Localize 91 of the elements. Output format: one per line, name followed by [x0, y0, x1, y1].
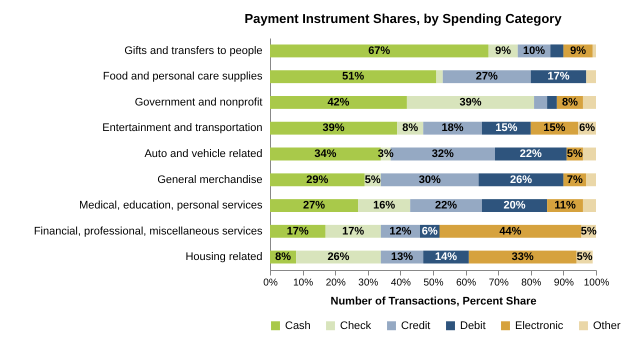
bar [586, 173, 596, 186]
data-label: 14% [435, 251, 458, 264]
data-label: 10% [523, 44, 546, 57]
bar [582, 148, 596, 160]
x-tick-label: 70% [488, 278, 509, 288]
data-label: 67% [368, 44, 390, 57]
data-label: 26% [510, 174, 532, 186]
bar [442, 70, 531, 84]
data-label: 17% [342, 225, 364, 238]
data-label: 32% [432, 148, 454, 160]
data-label: 22% [520, 148, 542, 160]
chart-title: Payment Instrument Shares, by Spending Category [244, 11, 562, 26]
x-tick-label: 80% [521, 278, 542, 288]
data-label: 29% [306, 174, 328, 186]
data-label: 16% [373, 200, 396, 212]
y-tick-label: Government and nonprofit [134, 96, 262, 108]
x-tick-label: 60% [456, 278, 476, 288]
data-label: 22% [435, 200, 458, 212]
data-label: 5% [364, 174, 381, 186]
bar [436, 70, 443, 84]
data-label: 18% [442, 122, 464, 134]
bar [582, 96, 596, 109]
data-label: 9% [495, 44, 512, 57]
x-tick-label: 100% [584, 278, 610, 288]
data-label: 27% [476, 70, 498, 83]
legend-label: Debit [460, 320, 486, 332]
data-label: 5% [576, 251, 593, 264]
y-tick-label: Food and personal care supplies [102, 70, 263, 83]
data-label: 6% [579, 122, 596, 134]
data-label: 42% [327, 96, 350, 108]
legend-label: Check [340, 320, 372, 332]
data-label: 11% [554, 200, 576, 212]
legend-label: Credit [401, 320, 430, 332]
legend-label: Cash [285, 320, 311, 332]
data-label: 17% [286, 225, 309, 238]
data-label: 44% [499, 225, 522, 238]
data-label: 27% [302, 200, 326, 212]
bar [592, 44, 596, 58]
x-tick-label: 90% [554, 278, 574, 288]
y-tick-label: Housing related [185, 251, 262, 264]
y-tick-label: Medical, education, personal services [79, 200, 263, 212]
bar [270, 96, 407, 109]
data-label: 51% [342, 70, 364, 83]
x-axis-title: Number of Transactions, Percent Share [330, 296, 537, 308]
bar [270, 44, 488, 58]
legend-label: Other [593, 320, 621, 332]
data-label: 8% [402, 122, 418, 134]
data-label: 33% [512, 251, 534, 264]
bar [586, 70, 596, 84]
data-label: 26% [327, 251, 350, 264]
data-label: 30% [418, 174, 441, 186]
bar [296, 250, 381, 264]
data-label: 13% [391, 251, 414, 264]
bar [270, 199, 358, 212]
data-label: 7% [566, 174, 583, 186]
x-tick-label: 10% [293, 278, 314, 288]
bar [547, 96, 557, 109]
y-tick-label: Financial, professional, miscellaneous services [34, 225, 263, 238]
data-label: 15% [495, 122, 518, 134]
legend-label: Electronic [515, 320, 564, 332]
y-tick-label: Entertainment and transportation [102, 122, 262, 134]
data-label: 5% [566, 148, 583, 160]
bar [534, 96, 548, 109]
bar [270, 70, 436, 84]
x-tick-label: 40% [390, 278, 412, 288]
data-label: 15% [543, 122, 566, 134]
x-tick-label: 30% [358, 278, 378, 288]
data-label: 39% [322, 122, 345, 134]
data-label: 9% [570, 44, 586, 57]
data-label: 5% [580, 225, 597, 238]
data-label: 8% [562, 96, 578, 108]
data-label: 20% [503, 200, 526, 212]
y-tick-label: Auto and vehicle related [144, 148, 262, 160]
bar [550, 44, 564, 58]
x-tick-label: 0% [263, 278, 278, 288]
data-label: 17% [547, 70, 570, 83]
bar [406, 96, 534, 109]
bar [270, 122, 398, 135]
data-label: 12% [389, 225, 412, 238]
x-tick-label: 20% [326, 278, 346, 288]
bar [582, 199, 596, 212]
x-tick-label: 50% [423, 278, 444, 288]
bar [468, 250, 576, 264]
data-label: 6% [422, 225, 438, 238]
data-label: 8% [275, 251, 292, 264]
data-label: 34% [314, 148, 337, 160]
data-label: 39% [459, 96, 482, 108]
y-tick-label: General merchandise [157, 174, 262, 186]
bar [440, 224, 582, 238]
y-tick-label: Gifts and transfers to people [124, 44, 262, 57]
data-label: 3% [378, 148, 394, 160]
